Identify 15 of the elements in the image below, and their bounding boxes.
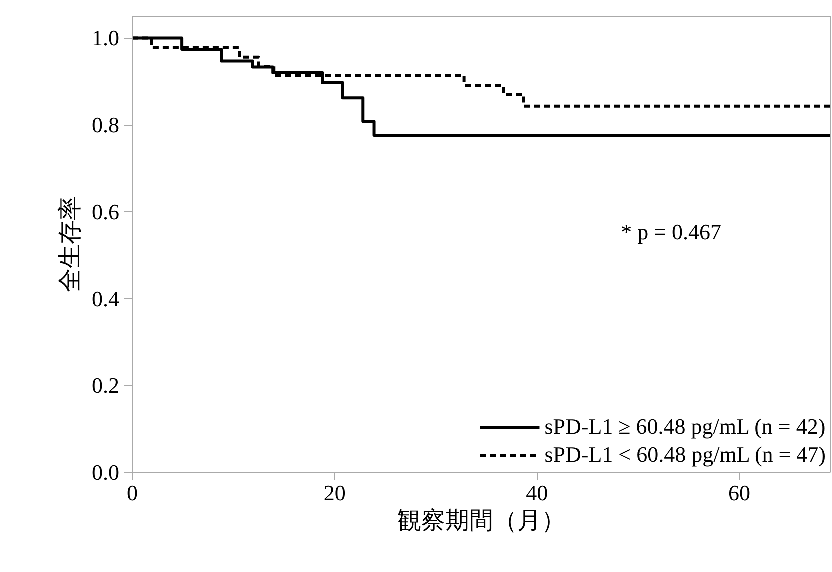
x-tick-label: 40 (526, 480, 548, 506)
y-tick-label: 0.6 (92, 199, 120, 224)
annotation: * p = 0.467 (621, 220, 722, 244)
y-tick-label: 0.2 (92, 373, 120, 398)
y-axis-title: 全生存率 (57, 196, 84, 292)
y-tick-label: 1.0 (92, 26, 120, 51)
legend-label: sPD-L1 < 60.48 pg/mL (n = 47) (544, 442, 826, 468)
x-tick-label: 60 (728, 480, 750, 506)
y-tick-label: 0.8 (92, 112, 120, 138)
x-tick-label: 0 (127, 480, 138, 506)
y-tick-label: 0.4 (92, 286, 120, 312)
legend-label: sPD-L1 ≥ 60.48 pg/mL (n = 42) (544, 414, 826, 440)
y-tick-label: 0.0 (92, 460, 120, 485)
x-tick-label: 20 (324, 480, 346, 506)
x-axis-title: 観察期間（月） (398, 508, 566, 534)
